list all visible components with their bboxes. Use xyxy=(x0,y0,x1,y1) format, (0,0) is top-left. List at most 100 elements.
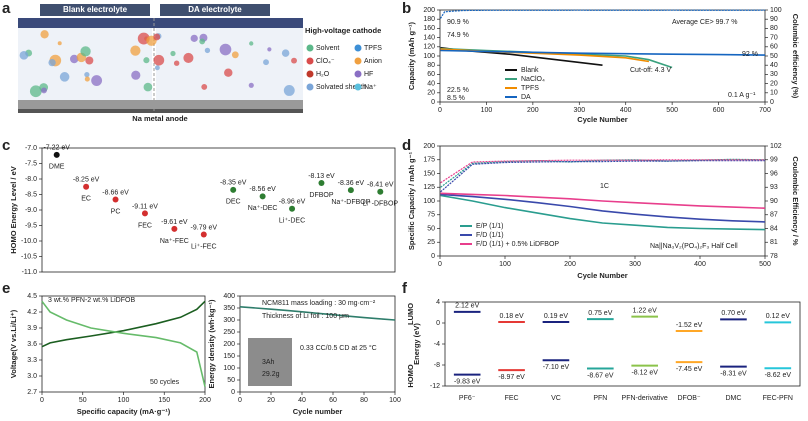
legend-icon xyxy=(306,57,314,65)
value-label: 0.75 eV xyxy=(588,310,612,317)
annotation: 74.9 % xyxy=(447,32,469,39)
legend-text: TPFS xyxy=(364,45,382,52)
y-tick-label: 100 xyxy=(423,53,435,60)
value-label: -8.66 eV xyxy=(102,189,129,196)
y-tick-label: -8 xyxy=(434,362,440,369)
value-label: -7.10 eV xyxy=(543,364,570,371)
panel-letter: b xyxy=(402,0,411,17)
value-label: -8.36 eV xyxy=(338,180,365,187)
y-tick-label: -4 xyxy=(434,341,440,348)
energy-dot xyxy=(230,186,237,193)
value-label: -8.35 eV xyxy=(220,180,247,187)
y-tick-label: 100 xyxy=(423,198,435,205)
category-label: Na⁺-FEC xyxy=(160,238,189,245)
category-label: FEC xyxy=(505,395,519,402)
category-label: DME xyxy=(49,164,65,171)
x-tick-label: 0 xyxy=(40,397,44,404)
y-tick-label: 60 xyxy=(427,71,435,78)
particle xyxy=(267,47,272,52)
category-label: VC xyxy=(551,395,561,402)
y2-tick-label: 81 xyxy=(770,239,778,246)
x-tick-label: 100 xyxy=(118,397,130,404)
y2-tick-label: 102 xyxy=(770,143,782,150)
y-tick-label: 200 xyxy=(223,341,235,348)
y-tick-label: 3.6 xyxy=(27,341,37,348)
legend-label: NaClO₄ xyxy=(521,76,545,83)
particle xyxy=(59,72,70,82)
particle xyxy=(204,47,211,54)
particle xyxy=(173,60,180,66)
energy-dot xyxy=(112,196,119,203)
y-tick-label: 175 xyxy=(423,157,435,164)
panel-letter: e xyxy=(2,280,10,297)
electrolyte xyxy=(156,28,303,100)
y2-tick-label: 87 xyxy=(770,212,778,219)
particle xyxy=(201,83,208,90)
value-label: -9.61 eV xyxy=(161,219,188,226)
particle xyxy=(154,65,160,71)
legend-icon xyxy=(354,57,362,65)
particle xyxy=(283,85,295,96)
legend-text: H₂O xyxy=(316,71,330,78)
y2-tick-label: 50 xyxy=(770,53,778,60)
annotation: 0.33 CC/0.5 CD at 25 °C xyxy=(300,344,377,352)
chart: 0 50 100 150 200 250 300 350 400 0 20 40 60 80 100 Cycl… xyxy=(207,293,401,416)
legend-icon xyxy=(306,70,314,78)
x-tick-label: 0 xyxy=(438,107,442,114)
energy-dot xyxy=(377,188,384,195)
energy-dot xyxy=(171,225,178,232)
y-tick-label: -11.0 xyxy=(22,269,38,276)
particle xyxy=(170,50,176,57)
x-tick-label: 400 xyxy=(620,107,632,114)
y-tick-label: 160 xyxy=(423,25,435,32)
legend-text: HF xyxy=(364,71,373,78)
y-tick-label: 0 xyxy=(431,253,435,260)
anode xyxy=(18,100,303,109)
x-tick-label: 0 xyxy=(438,261,442,268)
y-axis-label: HOMO Energy Level / eV xyxy=(9,166,18,254)
blank-header xyxy=(40,4,150,16)
category-label: DMC xyxy=(725,395,741,402)
header: Blank electrolyte xyxy=(63,5,128,14)
y-tick-label: 400 xyxy=(223,293,235,300)
legend-text: Solvent xyxy=(316,45,339,52)
category-label: FEC-PFN xyxy=(763,395,793,402)
category-label: DFBOP xyxy=(309,192,333,199)
panel-letter: d xyxy=(402,137,411,154)
cathode xyxy=(18,18,303,28)
particle xyxy=(130,45,141,56)
y-tick-label: -7.5 xyxy=(25,160,37,167)
legend-label: F/D (1/1) xyxy=(476,232,504,239)
particle xyxy=(143,57,150,64)
data-line xyxy=(41,300,206,387)
value-label: 2.12 eV xyxy=(455,303,479,310)
value-label: -9.79 eV xyxy=(191,224,218,231)
particle xyxy=(183,52,194,63)
value-label: 0.19 eV xyxy=(544,313,568,320)
y-tick-label: -12 xyxy=(430,383,440,390)
y-tick-label: 200 xyxy=(423,7,435,14)
data-line xyxy=(440,194,766,231)
category-label: FEC xyxy=(138,222,152,229)
category-label: PFN xyxy=(593,395,607,402)
data-line xyxy=(440,49,766,56)
efficiency-line xyxy=(439,9,766,19)
x-tick-label: 50 xyxy=(79,397,87,404)
y-axis-label: Voltage(V vs.Li/Li⁺) xyxy=(9,309,18,378)
energy-dot xyxy=(318,180,325,187)
value-label: 0.70 eV xyxy=(721,310,745,317)
x-axis-label: Specific capacity (mA·g⁻¹) xyxy=(77,407,171,416)
energy-dot xyxy=(289,205,296,212)
energy-dot xyxy=(200,231,207,238)
x-tick-label: 60 xyxy=(329,397,337,404)
particle xyxy=(48,58,56,67)
y-tick-label: 125 xyxy=(423,184,435,191)
legend-text: Anion xyxy=(364,58,382,65)
particle xyxy=(40,30,49,39)
annotation: Na||Na₃V₂(PO₄)₂F₃ Half Cell xyxy=(650,243,738,250)
cathode-label: High-voltage cathode xyxy=(305,26,381,35)
category-label: PFN-derivative xyxy=(622,395,668,402)
y2-tick-label: 78 xyxy=(770,253,778,260)
efficiency-line xyxy=(440,159,765,184)
particle xyxy=(219,43,232,56)
